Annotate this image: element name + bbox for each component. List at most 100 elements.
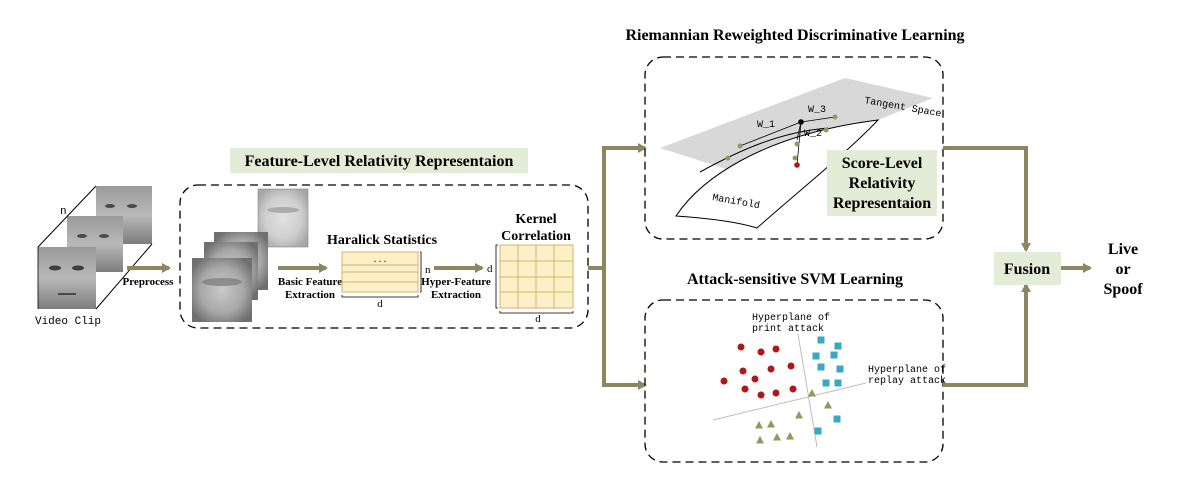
- manifold-point-c: [792, 155, 798, 161]
- n-label: n: [60, 206, 67, 218]
- w3-vector: [800, 116, 836, 123]
- kernel-label-1: Kernel: [515, 212, 556, 227]
- blue-square-4: [817, 363, 825, 371]
- video-clip-stack: [37, 185, 153, 310]
- haralick-matrix: [341, 251, 419, 293]
- red-dot-1: [757, 348, 765, 356]
- w3-label: W_3: [808, 105, 826, 116]
- score-level-line-1: Score-Level: [842, 155, 923, 172]
- blue-square-1: [834, 342, 842, 350]
- tangent-plane: [660, 78, 933, 174]
- blue-square-8: [833, 415, 841, 423]
- fusion-box: [994, 252, 1061, 285]
- blur-face-front: [192, 258, 252, 322]
- print-hyperplane: [797, 333, 818, 448]
- blur-eyes-back: [267, 207, 299, 213]
- haralick-d: d: [377, 298, 383, 310]
- blue-square-3: [830, 351, 838, 359]
- blur-eyes: [202, 278, 242, 286]
- replay-hyperplane-label-2: replay attack: [868, 375, 946, 387]
- olive-triangle-1: [824, 401, 832, 409]
- red-dot-2: [772, 345, 780, 353]
- manifold-surface: [675, 119, 880, 229]
- manifold-point-w2: [794, 141, 800, 147]
- haralick-n-bracket: [420, 251, 422, 293]
- blue-square-6: [822, 379, 830, 387]
- hyper-feature-label-2: Extraction: [431, 289, 481, 301]
- riemannian-box: [644, 56, 944, 240]
- svm-title: Attack-sensitive SVM Learning: [687, 271, 903, 288]
- olive-triangle-5: [786, 432, 794, 440]
- haralick-n: n: [425, 264, 431, 276]
- connector-riemannian-to-fusion: [943, 146, 1031, 252]
- feature-level-box: [179, 184, 589, 329]
- face-eye-right: [72, 265, 84, 271]
- olive-triangle-0: [808, 389, 816, 397]
- olive-triangle-4: [755, 421, 763, 429]
- face-eye-left-2: [105, 204, 115, 208]
- output-live: Live: [1108, 241, 1138, 258]
- output-spoof: Spoof: [1103, 281, 1143, 298]
- kernel-d-bottom-bracket: [499, 311, 574, 314]
- stack-edge-top: [37, 185, 97, 248]
- red-dot-5: [751, 375, 759, 383]
- feature-title-highlight: [230, 148, 528, 173]
- red-dot-8: [741, 385, 749, 393]
- manifold-curve: [699, 127, 829, 173]
- kernel-d-bottom: d: [535, 313, 541, 325]
- kernel-d-left: d: [487, 263, 493, 275]
- haralick-dots: . . .: [374, 254, 387, 265]
- manifold-figure: [660, 78, 933, 229]
- red-dot-7: [787, 362, 795, 370]
- output-or: or: [1115, 261, 1130, 278]
- manifold-point-w1: [737, 143, 743, 149]
- kernel-label-2: Correlation: [501, 229, 571, 244]
- replay-hyperplane-label-1: Hyperplane of: [868, 364, 946, 376]
- stack-edge-bottom: [95, 243, 153, 310]
- face-eye-left-3: [77, 234, 87, 238]
- red-dot-0: [737, 343, 745, 351]
- haralick-d-bracket: [341, 295, 419, 298]
- red-dot-3: [720, 377, 728, 385]
- branch-connector-top: [588, 143, 647, 270]
- kernel-matrix: [499, 244, 574, 309]
- blue-square-0: [817, 336, 825, 344]
- video-clip-label: Video Clip: [35, 316, 101, 328]
- replay-hyperplane: [712, 382, 867, 421]
- kernel-d-left-bracket: [495, 244, 498, 309]
- score-level-line-2: Relativity: [849, 175, 916, 192]
- face-eye-right-3: [99, 234, 109, 238]
- w1-label: W_1: [757, 120, 775, 131]
- svm-scatter: [720, 336, 844, 444]
- w1-vector: [739, 121, 802, 147]
- red-dot-11: [789, 385, 797, 393]
- w2-label: W_2: [804, 129, 822, 140]
- score-level-highlight: [827, 150, 937, 216]
- connector-svm-to-fusion: [943, 283, 1031, 387]
- branch-connector-bottom: [602, 268, 647, 390]
- red-dot-6: [767, 365, 775, 373]
- blue-square-5: [836, 365, 844, 373]
- w2-vector: [796, 121, 802, 141]
- blue-square-7: [834, 379, 842, 387]
- haralick-label: Haralick Statistics: [327, 233, 438, 248]
- score-level-line-3: Representaion: [833, 195, 931, 212]
- riemannian-title: Riemannian Reweighted Discriminative Lea…: [625, 27, 964, 44]
- blue-square-2: [812, 352, 820, 360]
- red-dot-10: [772, 389, 780, 397]
- basic-feature-label-1: Basic Feature: [278, 276, 342, 288]
- face-eye-left: [49, 265, 61, 271]
- hyper-feature-label-1: Hyper-Feature: [421, 276, 491, 288]
- print-hyperplane-label-2: print attack: [752, 323, 824, 335]
- manifold-point-w3: [832, 114, 838, 120]
- manifold-point-a: [725, 155, 731, 161]
- olive-triangle-3: [767, 420, 775, 428]
- preprocess-label: Preprocess: [123, 276, 175, 288]
- red-dot-9: [757, 391, 765, 399]
- fusion-label: Fusion: [1004, 261, 1050, 278]
- svm-box: [644, 299, 944, 463]
- feature-level-title: Feature-Level Relativity Representaion: [245, 153, 514, 170]
- olive-triangle-6: [773, 433, 781, 441]
- manifold-point-red: [794, 162, 800, 168]
